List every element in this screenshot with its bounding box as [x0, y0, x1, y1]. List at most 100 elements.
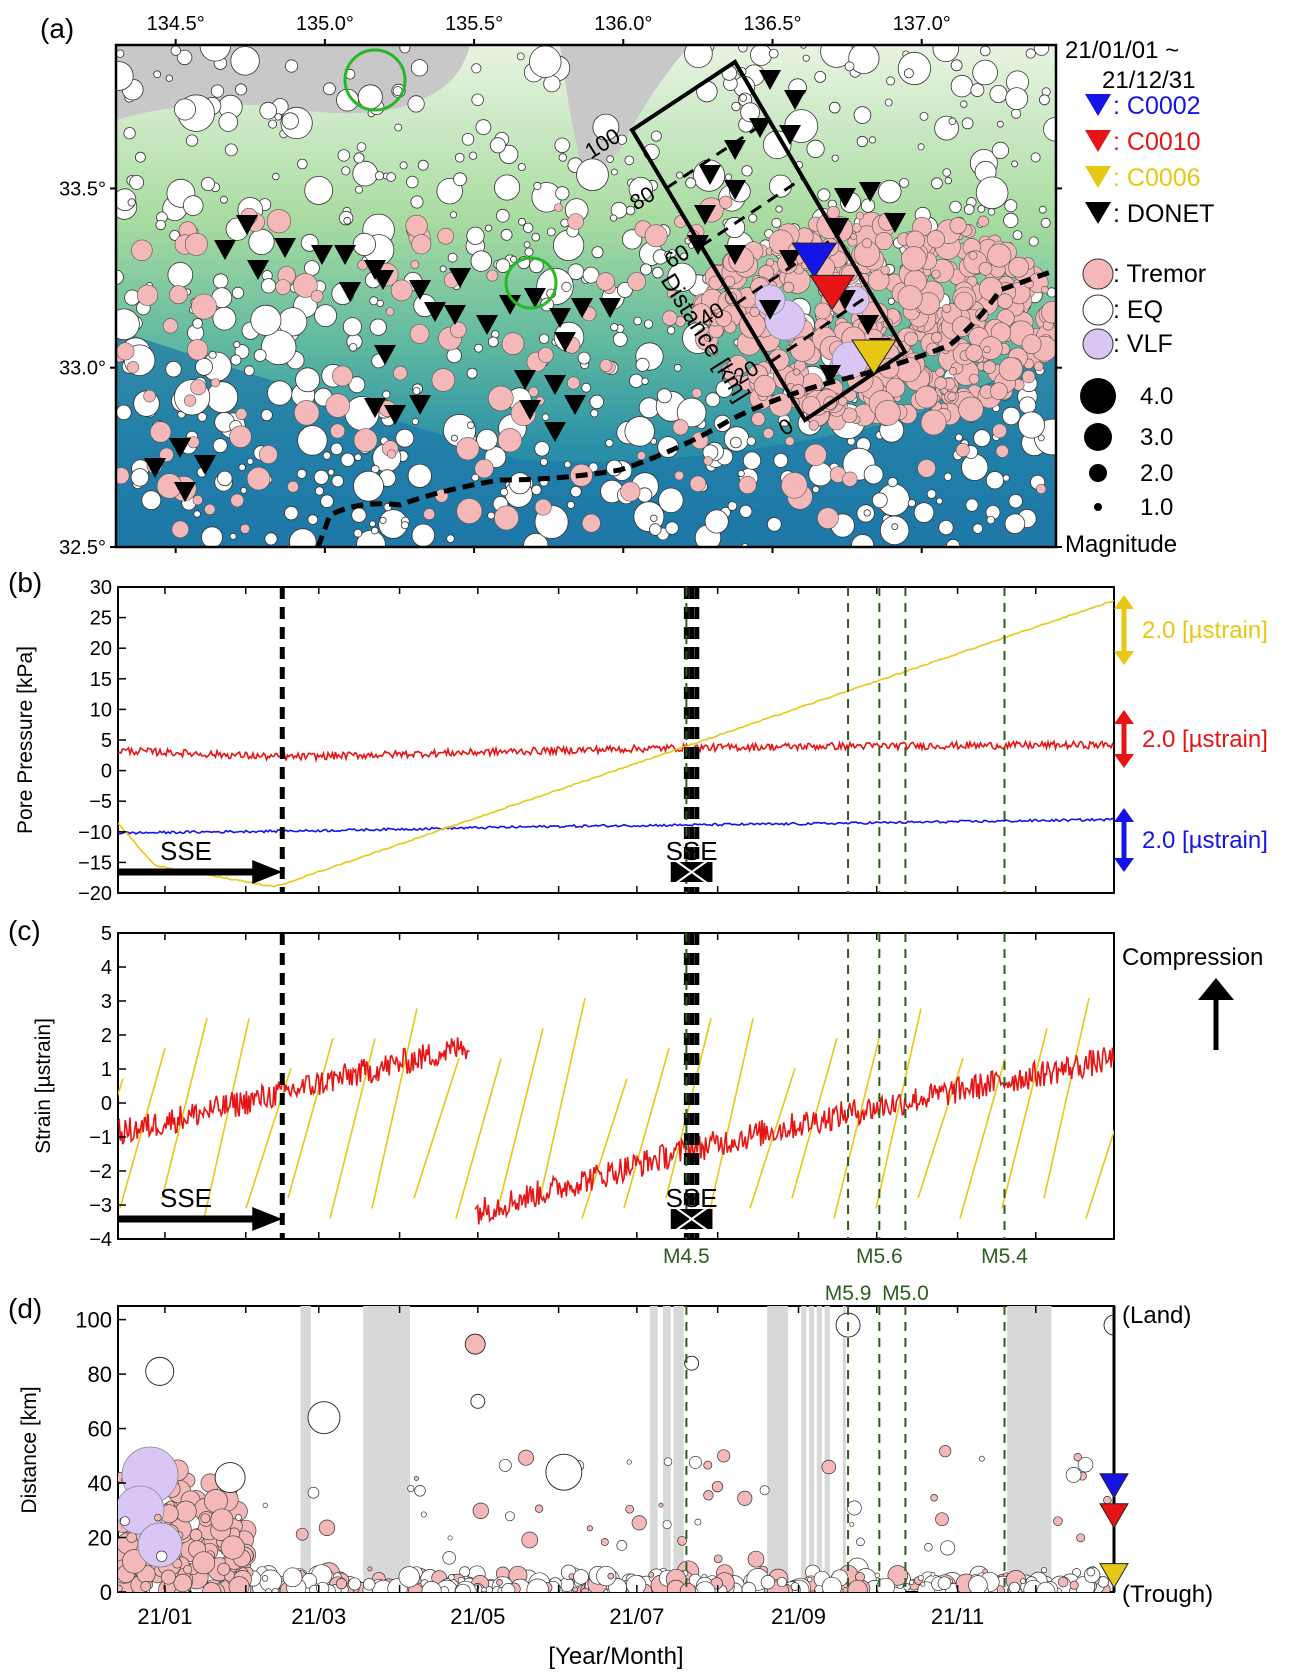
- eq-dot: [986, 515, 996, 525]
- eq-dot: [1039, 94, 1050, 106]
- tremor-dot: [804, 443, 827, 467]
- tremor-dot: [917, 459, 936, 478]
- eq-dot: [267, 380, 293, 406]
- panel-c-plot: SSE SSE: [118, 933, 1114, 1239]
- eq-dot: [566, 500, 575, 509]
- eq-dot: [1002, 474, 1010, 482]
- eq-dot: [979, 45, 991, 57]
- eq-dot: [856, 135, 868, 148]
- tremor-dot: [903, 331, 919, 346]
- eq-dot: [975, 176, 1009, 210]
- eq-dot: [231, 286, 245, 299]
- scattered-event: [120, 1516, 130, 1527]
- eq-event: [454, 1583, 471, 1592]
- tremor-dot: [136, 284, 159, 306]
- legend-label: : C0010: [1113, 128, 1201, 156]
- eq-dot: [352, 232, 376, 256]
- eq-dot: [673, 363, 682, 372]
- eq-dot: [182, 195, 204, 216]
- eq-dot: [863, 509, 871, 517]
- eq-event: [501, 1583, 516, 1592]
- eq-dot: [261, 329, 297, 366]
- eq-event: [684, 1355, 700, 1371]
- eq-dot: [470, 250, 493, 272]
- scattered-event: [930, 1494, 938, 1502]
- sse-bar-mark: [674, 859, 710, 885]
- scattered-event: [662, 1519, 672, 1530]
- series-c0010-strain-1: [118, 1037, 470, 1145]
- eq-event: [526, 1578, 549, 1592]
- series-c0006-strain: [287, 1037, 334, 1199]
- eq-dot: [399, 45, 411, 54]
- legend-marker: [1082, 258, 1114, 290]
- eq-dot: [379, 516, 387, 524]
- tremor-dot: [411, 234, 432, 255]
- map-legend: : C0002: C0010: C0006: DONET: Tremor: EQ…: [1080, 92, 1214, 521]
- tremor-dot: [450, 321, 467, 339]
- eq-dot: [474, 343, 484, 353]
- tremor-dot: [738, 475, 757, 494]
- eq-dot: [616, 134, 628, 145]
- donet-station: [144, 458, 166, 478]
- eq-dot: [407, 463, 432, 488]
- eq-dot: [656, 388, 672, 404]
- eq-dot: [229, 532, 237, 540]
- tremor-event: [1057, 1576, 1069, 1588]
- tremor-dot: [390, 279, 413, 302]
- eq-event: [363, 1578, 376, 1591]
- deep-sea: [116, 330, 1056, 547]
- lon-tick-label: 136.5°: [743, 13, 801, 35]
- eq-dot: [633, 316, 642, 326]
- tremor-dot: [1036, 483, 1047, 495]
- magnitude-marker: [1084, 423, 1112, 451]
- station-C0002: [791, 242, 838, 279]
- series-c0006-strain: [875, 1008, 922, 1209]
- eq-dot: [625, 205, 636, 216]
- eq-dot: [176, 49, 193, 66]
- panel-d-xlabel: [Year/Month]: [548, 1643, 683, 1670]
- land-label: (Land): [1122, 1302, 1191, 1329]
- eq-dot: [307, 514, 319, 525]
- eq-dot: [471, 473, 480, 482]
- donet-station: [444, 305, 466, 325]
- legend-label: : DONET: [1113, 200, 1214, 228]
- tremor-dot: [793, 368, 801, 376]
- scattered-event: [703, 1490, 714, 1501]
- scattered-event: [711, 1480, 724, 1493]
- tremor-event: [1069, 1580, 1079, 1590]
- tremor-dot: [948, 367, 958, 376]
- eq-dot: [238, 463, 246, 471]
- eq-dot: [116, 308, 140, 341]
- eq-dot: [989, 85, 1008, 104]
- series-c0006-strain: [1001, 1028, 1048, 1209]
- eq-event: [776, 1576, 787, 1588]
- eq-event: [1020, 1578, 1026, 1584]
- eq-dot: [250, 304, 282, 336]
- donet-station: [214, 240, 236, 260]
- series-c0006-strain: [1085, 1128, 1114, 1219]
- eq-dot: [471, 93, 484, 107]
- scattered-event: [518, 1449, 534, 1466]
- tremor-dot: [393, 365, 408, 381]
- eq-event: [470, 1393, 486, 1409]
- x-tick-label: 21/09: [771, 1604, 826, 1629]
- series-c0002-pressure: [118, 817, 1114, 835]
- y-tick-label: 30: [90, 577, 112, 599]
- eq-dot: [554, 137, 570, 154]
- data-gap-band: [363, 1306, 411, 1592]
- eq-dot: [730, 436, 742, 449]
- tremor-dot: [258, 445, 278, 465]
- eq-dot: [487, 336, 499, 348]
- tremor-dot: [995, 444, 1009, 458]
- donet-station: [549, 308, 571, 328]
- eq-dot: [685, 177, 697, 189]
- series-c0010-strain-2: [474, 1047, 1114, 1225]
- eq-event: [596, 1565, 617, 1587]
- eq-dot: [853, 106, 872, 124]
- eq-dot: [331, 474, 344, 488]
- donet-station: [859, 182, 881, 202]
- eq-dot: [475, 119, 492, 136]
- tremor-event: [183, 1564, 193, 1575]
- eq-dot: [534, 441, 550, 457]
- tremor-dot: [1041, 285, 1049, 294]
